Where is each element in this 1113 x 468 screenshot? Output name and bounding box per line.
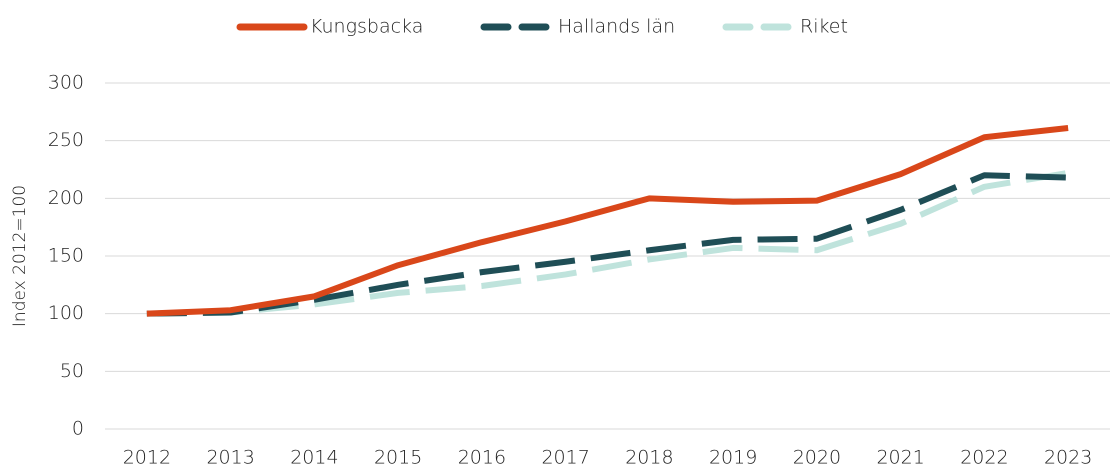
x-tick-label: 2020 <box>793 447 841 468</box>
legend-label: Riket <box>800 16 848 38</box>
y-tick-label: 300 <box>48 72 84 94</box>
y-tick-label: 50 <box>60 360 84 382</box>
line-series <box>146 172 1069 317</box>
x-tick-label: 2013 <box>206 447 254 468</box>
y-tick-label: 200 <box>48 187 84 209</box>
y-tick-label: 100 <box>48 302 84 324</box>
x-tick-label: 2014 <box>290 447 338 468</box>
x-tick-label: 2015 <box>374 447 422 468</box>
x-tick-label: 2017 <box>541 447 589 468</box>
y-tick-label: 150 <box>48 245 84 267</box>
line-series <box>146 124 1069 317</box>
legend-label: Kungsbacka <box>310 16 423 38</box>
x-tick-label: 2019 <box>709 447 757 468</box>
x-tick-label: 2022 <box>960 447 1008 468</box>
x-tick-label: 2016 <box>458 447 506 468</box>
legend-label: Hallands län <box>558 16 675 38</box>
x-tick-label: 2023 <box>1044 447 1092 468</box>
y-tick-label: 0 <box>72 418 84 440</box>
x-tick-label: 2012 <box>123 447 171 468</box>
y-axis-label: Index 2012=100 <box>10 185 30 327</box>
x-tick-label: 2018 <box>625 447 673 468</box>
x-tick-label: 2021 <box>876 447 924 468</box>
line-series <box>146 170 1069 317</box>
y-tick-label: 250 <box>48 129 84 151</box>
